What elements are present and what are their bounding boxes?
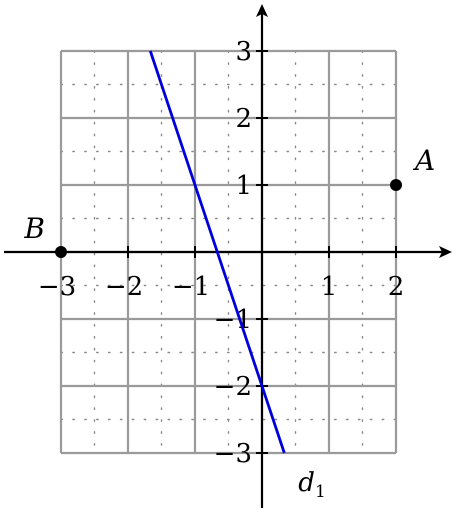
x-tick-label: −2 xyxy=(105,272,143,302)
point-label-a: A xyxy=(412,144,435,177)
tick-labels: −3 −2 −1 1 2 3 2 1 −1 −2 −3 xyxy=(38,37,404,469)
y-tick-label: 3 xyxy=(235,37,252,67)
point-a xyxy=(390,179,402,191)
y-tick-label: 2 xyxy=(235,104,252,134)
line-label-name: d xyxy=(298,468,315,498)
y-tick-label: −2 xyxy=(214,372,252,402)
line-label-subscript: 1 xyxy=(315,482,326,502)
line-label-d1: d1 xyxy=(298,468,325,502)
x-tick-label: −1 xyxy=(172,272,210,302)
series-layer xyxy=(148,50,286,454)
line-d1 xyxy=(148,50,286,454)
axes xyxy=(4,4,452,508)
x-tick-label: 1 xyxy=(321,272,338,302)
y-tick-label: 1 xyxy=(235,171,252,201)
x-tick-label: −3 xyxy=(38,272,76,302)
points-layer: AB xyxy=(23,144,435,258)
point-b xyxy=(55,246,67,258)
y-axis-arrow-icon xyxy=(256,4,268,17)
x-tick-label: 2 xyxy=(388,272,405,302)
point-label-b: B xyxy=(23,212,45,245)
y-tick-label: −1 xyxy=(214,305,252,335)
x-axis-arrow-icon xyxy=(439,246,452,258)
y-tick-label: −3 xyxy=(214,439,252,469)
